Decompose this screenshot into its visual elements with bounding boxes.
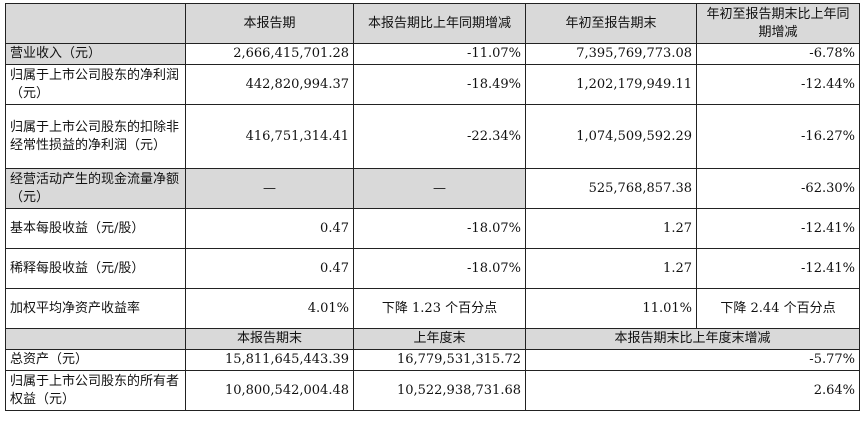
- table-row: 基本每股收益（元/股） 0.47 -18.07% 1.27 -12.41%: [5, 208, 860, 249]
- cell-value: 7,395,769,773.08: [525, 43, 697, 65]
- row-label: 经营活动产生的现金流量净额（元）: [5, 168, 186, 209]
- cell-value: -11.07%: [353, 43, 526, 65]
- header-period-end: 本报告期末: [185, 328, 354, 350]
- cell-value: 2.64%: [525, 370, 860, 411]
- cell-value: 4.01%: [185, 288, 354, 329]
- cell-value: 1.27: [525, 248, 697, 289]
- header-corner: [5, 3, 186, 44]
- cell-value: 15,811,645,443.39: [185, 349, 354, 371]
- cell-value: 0.47: [185, 248, 354, 289]
- cell-value: 下降 1.23 个百分点: [353, 288, 526, 329]
- cell-value: 10,800,542,004.48: [185, 370, 354, 411]
- cell-value: 2,666,415,701.28: [185, 43, 354, 65]
- header-ytd: 年初至报告期末: [525, 3, 697, 44]
- table-row: 归属于上市公司股东的扣除非经常性损益的净利润（元） 416,751,314.41…: [5, 104, 860, 169]
- table-row: 加权平均净资产收益率 4.01% 下降 1.23 个百分点 11.01% 下降 …: [5, 288, 860, 329]
- row-label: 加权平均净资产收益率: [5, 288, 186, 329]
- cell-value: 1,202,179,949.11: [525, 64, 697, 105]
- cell-value: -5.77%: [525, 349, 860, 371]
- financial-summary-table: 本报告期 本报告期比上年同期增减 年初至报告期末 年初至报告期末比上年同期增减 …: [5, 3, 860, 411]
- cell-value: 0.47: [185, 208, 354, 249]
- cell-value: -22.34%: [353, 104, 526, 169]
- header-prior-year-end: 上年度末: [353, 328, 526, 350]
- cell-value: 下降 2.44 个百分点: [696, 288, 860, 329]
- row-label: 稀释每股收益（元/股）: [5, 248, 186, 289]
- cell-value: 1.27: [525, 208, 697, 249]
- table-row: 经营活动产生的现金流量净额（元） — — 525,768,857.38 -62.…: [5, 168, 860, 209]
- header-row-2: 本报告期末 上年度末 本报告期末比上年度末增减: [5, 328, 860, 350]
- cell-value: 16,779,531,315.72: [353, 349, 526, 371]
- header-corner: [5, 328, 186, 350]
- cell-value: 11.01%: [525, 288, 697, 329]
- cell-value: -18.49%: [353, 64, 526, 105]
- cell-value: -12.44%: [696, 64, 860, 105]
- cell-value: —: [185, 168, 354, 209]
- cell-value: -18.07%: [353, 208, 526, 249]
- header-current-period-yoy: 本报告期比上年同期增减: [353, 3, 526, 44]
- row-label: 归属于上市公司股东的所有者权益（元）: [5, 370, 186, 411]
- table-row: 归属于上市公司股东的所有者权益（元） 10,800,542,004.48 10,…: [5, 370, 860, 411]
- cell-value: 525,768,857.38: [525, 168, 697, 209]
- cell-value: 416,751,314.41: [185, 104, 354, 169]
- cell-value: 10,522,938,731.68: [353, 370, 526, 411]
- row-label: 基本每股收益（元/股）: [5, 208, 186, 249]
- header-change-vs-prior-year-end: 本报告期末比上年度末增减: [525, 328, 860, 350]
- table-row: 归属于上市公司股东的净利润（元） 442,820,994.37 -18.49% …: [5, 64, 860, 105]
- table-row: 稀释每股收益（元/股） 0.47 -18.07% 1.27 -12.41%: [5, 248, 860, 289]
- cell-value: -16.27%: [696, 104, 860, 169]
- header-row: 本报告期 本报告期比上年同期增减 年初至报告期末 年初至报告期末比上年同期增减: [5, 3, 860, 44]
- cell-value: —: [353, 168, 526, 209]
- cell-value: -12.41%: [696, 208, 860, 249]
- row-label: 归属于上市公司股东的扣除非经常性损益的净利润（元）: [5, 104, 186, 169]
- table-row: 总资产（元） 15,811,645,443.39 16,779,531,315.…: [5, 349, 860, 371]
- row-label: 归属于上市公司股东的净利润（元）: [5, 64, 186, 105]
- cell-value: -18.07%: [353, 248, 526, 289]
- row-label: 总资产（元）: [5, 349, 186, 371]
- cell-value: 1,074,509,592.29: [525, 104, 697, 169]
- table-row: 营业收入（元） 2,666,415,701.28 -11.07% 7,395,7…: [5, 43, 860, 65]
- cell-value: -6.78%: [696, 43, 860, 65]
- cell-value: 442,820,994.37: [185, 64, 354, 105]
- header-current-period: 本报告期: [185, 3, 354, 44]
- header-ytd-yoy: 年初至报告期末比上年同期增减: [696, 3, 860, 44]
- cell-value: -62.30%: [696, 168, 860, 209]
- row-label: 营业收入（元）: [5, 43, 186, 65]
- cell-value: -12.41%: [696, 248, 860, 289]
